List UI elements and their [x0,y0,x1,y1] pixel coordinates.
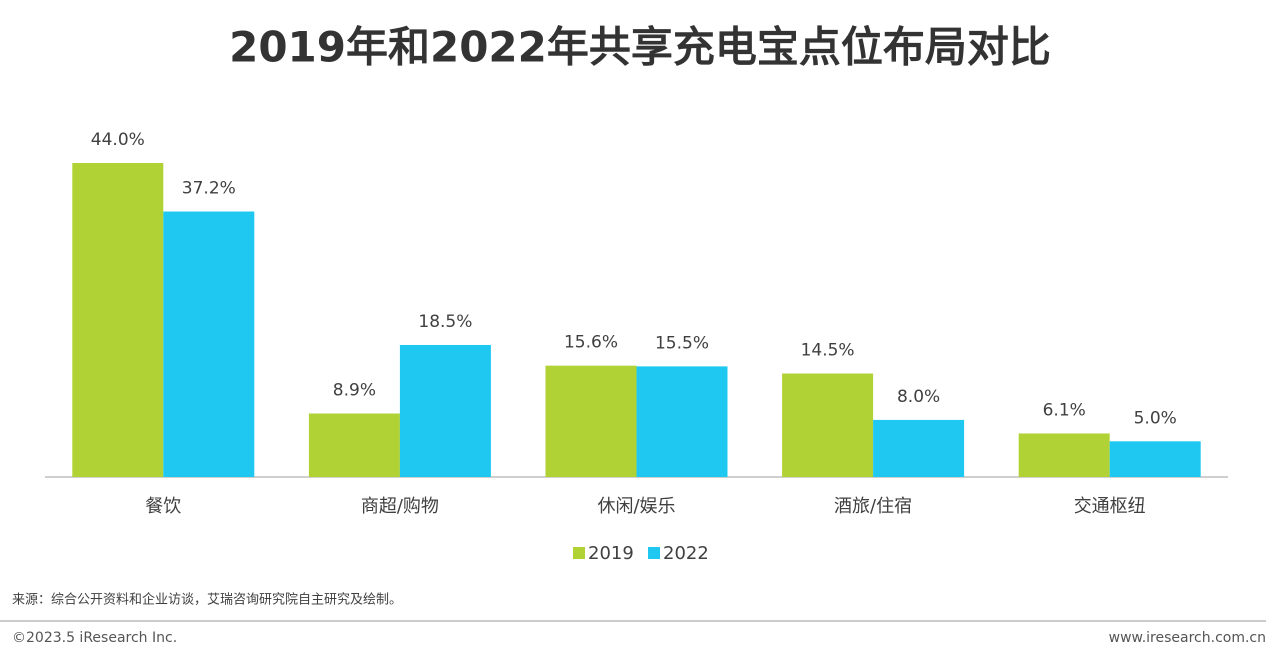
legend-swatch [573,547,585,559]
data-label: 18.5% [418,312,472,332]
data-label: 37.2% [182,179,236,199]
x-tick-label: 交通枢纽 [1074,496,1146,517]
bar [308,413,400,477]
x-tick-label: 休闲/娱乐 [597,496,675,517]
x-tick-label: 酒旅/住宿 [834,496,912,517]
data-label: 6.1% [1043,400,1086,420]
bar [636,366,728,477]
bar [72,163,164,477]
bar [163,211,255,477]
x-tick-label: 商超/购物 [361,496,439,517]
data-label: 44.0% [91,130,145,150]
bar [1018,433,1110,477]
data-label: 14.5% [801,341,855,361]
data-label: 8.0% [897,387,940,407]
data-label: 15.5% [655,333,709,353]
legend-label: 2019 [588,543,634,564]
data-label: 15.6% [564,333,618,353]
bar [545,365,637,477]
source-note: 来源：综合公开资料和企业访谈，艾瑞咨询研究院自主研究及绘制。 [12,592,402,608]
bar [399,344,491,477]
copyright: ©2023.5 iResearch Inc. [12,630,177,646]
bar [782,373,874,477]
legend-swatch [648,547,660,559]
website: www.iresearch.com.cn [1109,630,1266,646]
legend-label: 2022 [663,543,709,564]
bar [1109,441,1201,477]
data-label: 5.0% [1134,408,1177,428]
chart-title: 2019年和2022年共享充电宝点位布局对比 [229,23,1051,72]
bar [873,419,965,477]
x-tick-label: 餐饮 [145,496,181,517]
data-label: 8.9% [333,380,376,400]
